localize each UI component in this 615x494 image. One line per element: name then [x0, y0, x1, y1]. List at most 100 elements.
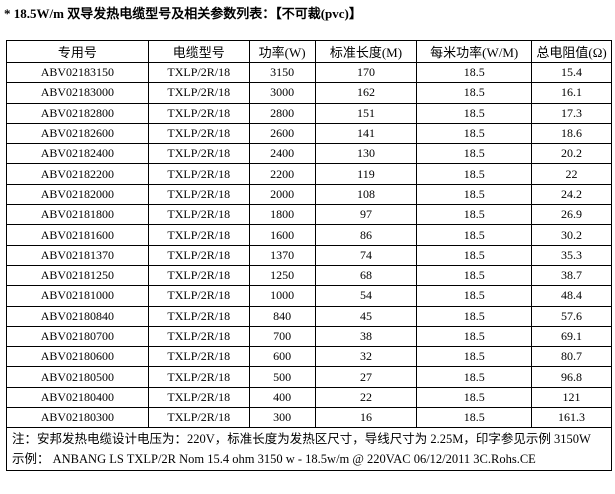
- table-cell: 30.2: [531, 224, 612, 246]
- table-cell: ABV02180300: [6, 407, 149, 429]
- table-cell: 35.3: [531, 244, 612, 266]
- table-cell: ABV02180840: [6, 305, 149, 327]
- table-cell: 108: [314, 183, 418, 206]
- column-header: 总电阻值(Ω): [531, 40, 612, 63]
- table-cell: 500: [248, 366, 316, 388]
- table-cell: TXLP/2R/18: [147, 82, 250, 104]
- table-cell: TXLP/2R/18: [147, 122, 250, 145]
- table-cell: 54: [314, 285, 418, 307]
- table-cell: 18.5: [416, 366, 533, 388]
- table-cell: 18.5: [416, 325, 533, 348]
- table-cell: ABV02180600: [6, 346, 149, 368]
- table-cell: TXLP/2R/18: [147, 346, 250, 368]
- note-line-2: 示例： ANBANG LS TXLP/2R Nom 15.4 ohm 3150 …: [12, 452, 536, 467]
- table-cell: 18.5: [416, 224, 533, 246]
- table-row: ABV02180700 TXLP/2R/18 700 38 18.5 69.1: [6, 325, 612, 348]
- table-cell: 18.5: [416, 204, 533, 226]
- table-cell: TXLP/2R/18: [147, 244, 250, 266]
- table-cell: 38: [314, 325, 418, 348]
- table-cell: TXLP/2R/18: [147, 183, 250, 206]
- table-row: ABV02181000 TXLP/2R/18 1000 54 18.5 48.4: [6, 285, 612, 307]
- table-cell: 15.4: [531, 61, 612, 84]
- column-header: 每米功率(W/M): [416, 40, 533, 63]
- table-cell: 22: [314, 386, 418, 409]
- table-cell: 300: [248, 407, 316, 429]
- table-cell: TXLP/2R/18: [147, 224, 250, 246]
- table-cell: ABV02182400: [6, 143, 149, 165]
- table-row: ABV02181250 TXLP/2R/18 1250 68 18.5 38.7: [6, 264, 612, 287]
- table-cell: 16.1: [531, 82, 612, 104]
- table-cell: TXLP/2R/18: [147, 264, 250, 287]
- header-row: 专用号 电缆型号 功率(W) 标准长度(M) 每米功率(W/M) 总电阻值(Ω): [6, 40, 612, 63]
- table-cell: 2800: [248, 102, 316, 124]
- table-cell: 69.1: [531, 325, 612, 348]
- table-cell: TXLP/2R/18: [147, 325, 250, 348]
- table-row: ABV02183150 TXLP/2R/18 3150 170 18.5 15.4: [6, 61, 612, 84]
- table-cell: 97: [314, 204, 418, 226]
- table-cell: 2200: [248, 163, 316, 185]
- table-row: ABV02182200 TXLP/2R/18 2200 119 18.5 22: [6, 163, 612, 185]
- table-cell: TXLP/2R/18: [147, 285, 250, 307]
- table-row: ABV02182000 TXLP/2R/18 2000 108 18.5 24.2: [6, 183, 612, 206]
- table-cell: 20.2: [531, 143, 612, 165]
- table-row: ABV02181800 TXLP/2R/18 1800 97 18.5 26.9: [6, 204, 612, 226]
- table-cell: 18.5: [416, 407, 533, 429]
- table-cell: 16: [314, 407, 418, 429]
- table-cell: 18.5: [416, 264, 533, 287]
- table-cell: ABV02180500: [6, 366, 149, 388]
- table-cell: 80.7: [531, 346, 612, 368]
- table-cell: 1370: [248, 244, 316, 266]
- parameter-table: 专用号 电缆型号 功率(W) 标准长度(M) 每米功率(W/M) 总电阻值(Ω) ABV0…: [6, 40, 612, 472]
- table-row: ABV02182600 TXLP/2R/18 2600 141 18.5 18.6: [6, 122, 612, 145]
- table-cell: 3000: [248, 82, 316, 104]
- table-cell: 18.5: [416, 143, 533, 165]
- table-cell: ABV02181000: [6, 285, 149, 307]
- page-title: * 18.5W/m 双导发热电缆型号及相关参数列表：【不可裁(pvc)】: [4, 6, 362, 21]
- table-cell: 1600: [248, 224, 316, 246]
- table-cell: 18.5: [416, 305, 533, 327]
- table-cell: 121: [531, 386, 612, 409]
- table-cell: ABV02182000: [6, 183, 149, 206]
- note-line-1: 注：安邦发热电缆设计电压为：220V，标准长度为发热区尺寸，导线尺寸为 2.25…: [12, 432, 591, 447]
- table-cell: 18.5: [416, 122, 533, 145]
- table-row: ABV02180400 TXLP/2R/18 400 22 18.5 121: [6, 386, 612, 409]
- table-cell: 600: [248, 346, 316, 368]
- table-cell: 2600: [248, 122, 316, 145]
- table-row: ABV02180600 TXLP/2R/18 600 32 18.5 80.7: [6, 346, 612, 368]
- table-cell: ABV02183000: [6, 82, 149, 104]
- table-cell: ABV02181250: [6, 264, 149, 287]
- table-cell: 74: [314, 244, 418, 266]
- table-cell: 18.5: [416, 61, 533, 84]
- table-cell: 119: [314, 163, 418, 185]
- table-row: ABV02180500 TXLP/2R/18 500 27 18.5 96.8: [6, 366, 612, 388]
- table-cell: TXLP/2R/18: [147, 102, 250, 124]
- table-row: ABV02181600 TXLP/2R/18 1600 86 18.5 30.2: [6, 224, 612, 246]
- table-cell: 130: [314, 143, 418, 165]
- table-row: ABV02183000 TXLP/2R/18 3000 162 18.5 16.1: [6, 82, 612, 104]
- table-cell: TXLP/2R/18: [147, 204, 250, 226]
- table-cell: 18.5: [416, 285, 533, 307]
- column-header: 专用号: [6, 40, 149, 63]
- table-row: ABV02181370 TXLP/2R/18 1370 74 18.5 35.3: [6, 244, 612, 266]
- table-cell: ABV02182800: [6, 102, 149, 124]
- column-header: 标准长度(M): [314, 40, 418, 63]
- table-cell: ABV02181370: [6, 244, 149, 266]
- table-cell: 400: [248, 386, 316, 409]
- table-cell: TXLP/2R/18: [147, 407, 250, 429]
- table-row: ABV02180840 TXLP/2R/18 840 45 18.5 57.6: [6, 305, 612, 327]
- note-cell: 注：安邦发热电缆设计电压为：220V，标准长度为发热区尺寸，导线尺寸为 2.25…: [6, 427, 612, 472]
- table-cell: ABV02180700: [6, 325, 149, 348]
- table-cell: 38.7: [531, 264, 612, 287]
- table-cell: TXLP/2R/18: [147, 143, 250, 165]
- table-cell: 26.9: [531, 204, 612, 226]
- table-cell: ABV02181600: [6, 224, 149, 246]
- note-row: 注：安邦发热电缆设计电压为：220V，标准长度为发热区尺寸，导线尺寸为 2.25…: [6, 427, 612, 472]
- table-cell: TXLP/2R/18: [147, 163, 250, 185]
- table-cell: 18.5: [416, 386, 533, 409]
- table-cell: 162: [314, 82, 418, 104]
- table-cell: TXLP/2R/18: [147, 305, 250, 327]
- table-cell: 18.5: [416, 346, 533, 368]
- table-cell: 1250: [248, 264, 316, 287]
- table-cell: 86: [314, 224, 418, 246]
- table-cell: 1000: [248, 285, 316, 307]
